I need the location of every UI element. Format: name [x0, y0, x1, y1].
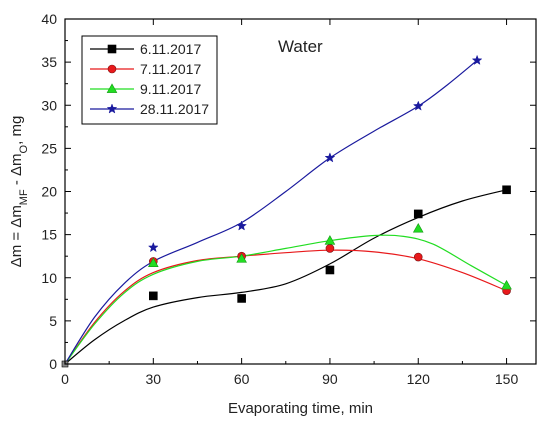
y-axis-title-base: Δm = Δm [8, 205, 25, 267]
series-line-28.11.2017 [64, 59, 478, 365]
data-point-6.11.2017-5 [502, 185, 511, 195]
legend-marker-28.11.2017 [106, 103, 118, 114]
x-tick-label: 60 [234, 371, 250, 387]
x-tick-label: 30 [146, 371, 162, 387]
tick-labels-layer: 0 30 60 90 120 150 0 5 10 15 20 25 30 35 40 [41, 11, 518, 387]
x-tick-label: 150 [495, 371, 519, 387]
legend-marker-6.11.2017 [107, 44, 117, 54]
y-axis-title: Δm = ΔmMF - ΔmO, mg [8, 116, 30, 268]
data-point-6.11.2017-1 [149, 291, 158, 301]
x-tick-label: 0 [61, 371, 69, 387]
data-point-9.11.2017-1 [148, 257, 159, 267]
y-tick-label: 30 [41, 97, 57, 113]
data-point-7.11.2017-3 [325, 244, 335, 253]
data-point-28.11.2017-1 [147, 241, 159, 253]
x-axis-title: Evaporating time, min [228, 400, 373, 417]
markers-layer [61, 54, 512, 368]
data-point-28.11.2017-5 [471, 54, 483, 65]
data-point-28.11.2017-4 [412, 100, 424, 111]
legend-label: 7.11.2017 [140, 61, 201, 77]
data-point-6.11.2017-2 [237, 294, 246, 303]
y-tick-label: 15 [41, 227, 57, 243]
y-tick-label: 40 [41, 11, 57, 27]
legend-marker-7.11.2017 [107, 64, 117, 74]
data-point-9.11.2017-2 [236, 253, 247, 263]
y-axis-title-sub1: MF [18, 189, 30, 205]
y-tick-label: 20 [41, 184, 57, 200]
legend-label: 28.11.2017 [140, 101, 209, 117]
legend-label: 6.11.2017 [140, 41, 201, 57]
data-point-6.11.2017-4 [413, 209, 423, 219]
y-tick-label: 5 [49, 313, 57, 329]
x-tick-label: 90 [322, 371, 338, 387]
legend-marker-9.11.2017 [106, 83, 118, 93]
data-point-28.11.2017-3 [324, 152, 336, 163]
y-tick-label: 10 [41, 270, 57, 286]
data-point-7.11.2017-4 [413, 252, 423, 262]
y-axis-title-mid: - Δm [8, 153, 25, 189]
y-axis-title-unit: , mg [8, 116, 25, 145]
y-tick-label: 35 [41, 54, 57, 70]
data-point-6.11.2017-3 [325, 265, 335, 275]
series-line-7.11.2017 [64, 249, 507, 365]
legend: 6.11.2017 7.11.2017 9.11.2017 28.11.2017 [81, 35, 218, 125]
y-tick-label: 25 [41, 140, 57, 156]
legend-label: 9.11.2017 [140, 81, 201, 97]
data-point-9.11.2017-4 [412, 223, 424, 233]
ticks-layer [64, 18, 536, 365]
annotation-text: Water [278, 37, 323, 56]
data-point-28.11.2017-2 [236, 220, 247, 231]
y-tick-label: 0 [49, 356, 57, 372]
data-point-9.11.2017-3 [324, 235, 336, 245]
series-line-9.11.2017 [64, 234, 507, 365]
x-tick-label: 120 [407, 371, 431, 387]
y-axis-title-sub2: O [18, 144, 30, 153]
data-point-9.11.2017-5 [501, 279, 512, 290]
